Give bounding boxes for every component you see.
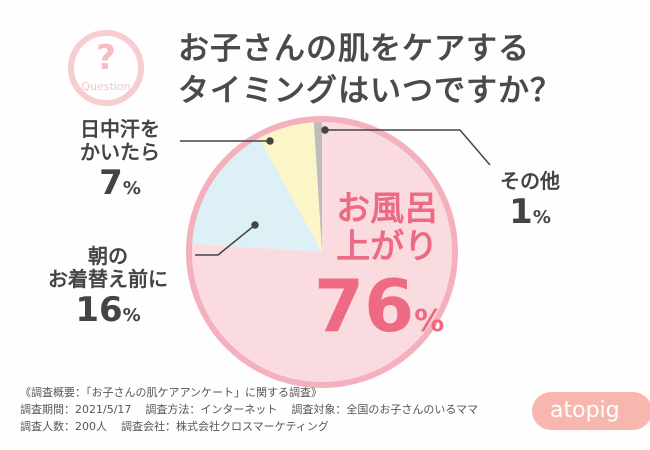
pie-slice-3 xyxy=(313,122,322,252)
label-bath-line2: 上がり xyxy=(336,227,439,267)
pie-slice-1 xyxy=(192,138,322,252)
survey-heading: 《調査概要：「お子さんの肌ケアアンケート」に関する調査》 xyxy=(20,386,323,399)
label-bath: お風呂 上がり 76% xyxy=(314,189,445,362)
label-sweat-unit: % xyxy=(122,178,141,199)
survey-method: 調査方法：インターネット xyxy=(145,403,278,416)
survey-target: 調査対象：全国のお子さんのいるママ xyxy=(291,403,478,416)
label-sweat-line1: 日中汗を xyxy=(80,117,160,141)
label-bath-unit: % xyxy=(414,304,445,339)
leader-dot-sweat xyxy=(266,137,274,145)
leader-dot-morning xyxy=(251,221,259,229)
label-sweat-line2: かいたら xyxy=(80,140,160,164)
title-line-2: タイミングはいつですか？ xyxy=(178,73,562,109)
label-bath-value: 76 xyxy=(314,264,415,348)
label-morning-line1: 朝の xyxy=(88,244,128,268)
brand-logo: atopig xyxy=(532,392,650,430)
pie-slice-2 xyxy=(259,122,322,252)
label-other: その他 1% xyxy=(485,170,575,232)
label-bath-line1: お風呂 xyxy=(336,189,439,229)
label-other-unit: % xyxy=(532,207,551,228)
pie-ring xyxy=(186,116,458,388)
leader-dot-other xyxy=(321,126,329,134)
label-morning: 朝の お着替え前に 16% xyxy=(28,245,188,330)
label-morning-value: 16 xyxy=(75,290,123,330)
survey-company: 調査会社：株式会社クロスマーケティング xyxy=(121,420,329,433)
label-other-value: 1 xyxy=(509,192,533,232)
chart-title: お子さんの肌をケアする タイミングはいつですか？ xyxy=(178,28,562,112)
label-other-line1: その他 xyxy=(500,169,560,193)
label-sweat-value: 7 xyxy=(99,163,123,203)
label-morning-unit: % xyxy=(122,305,141,326)
label-sweat: 日中汗を かいたら 7% xyxy=(70,118,170,203)
survey-summary: 《調査概要：「お子さんの肌ケアアンケート」に関する調査》 調査期間：2021/5… xyxy=(20,384,478,435)
label-morning-line2: お着替え前に xyxy=(48,267,168,291)
question-mark: ? xyxy=(96,38,116,78)
question-icon: ? Question xyxy=(68,30,144,106)
leader-line-morning xyxy=(195,224,256,256)
survey-count: 調査人数：200人 xyxy=(20,420,107,433)
title-line-1: お子さんの肌をケアする xyxy=(178,31,530,67)
survey-period: 調査期間：2021/5/17 xyxy=(20,403,132,416)
question-word: Question xyxy=(81,80,131,93)
leader-line-other xyxy=(325,129,491,166)
